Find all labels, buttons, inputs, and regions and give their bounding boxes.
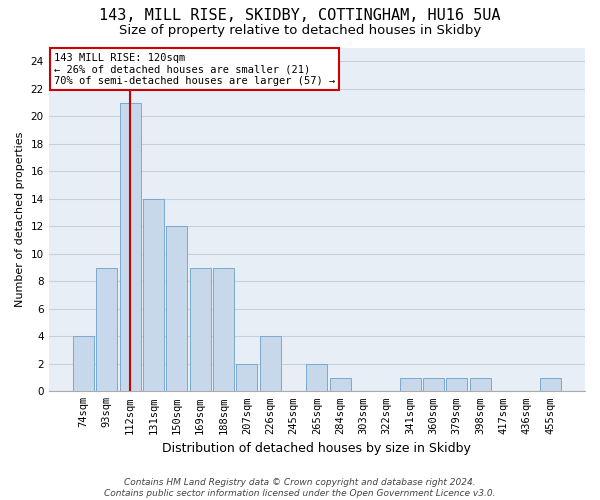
Bar (97, 268, 118, 392)
X-axis label: Distribution of detached houses by size in Skidby: Distribution of detached houses by size … (163, 442, 471, 455)
Text: 143, MILL RISE, SKIDBY, COTTINGHAM, HU16 5UA: 143, MILL RISE, SKIDBY, COTTINGHAM, HU16… (99, 8, 501, 22)
Bar (539, 378, 560, 392)
Bar (260, 336, 281, 392)
Bar (329, 378, 350, 392)
Bar (446, 378, 467, 392)
Bar (236, 364, 257, 392)
Bar (307, 364, 328, 392)
Bar (143, 199, 164, 392)
Bar (190, 268, 211, 392)
Y-axis label: Number of detached properties: Number of detached properties (15, 132, 25, 307)
Bar (166, 226, 187, 392)
Bar (73, 336, 94, 392)
Bar (470, 378, 491, 392)
Text: 143 MILL RISE: 120sqm
← 26% of detached houses are smaller (21)
70% of semi-deta: 143 MILL RISE: 120sqm ← 26% of detached … (54, 52, 335, 86)
Bar (120, 102, 140, 392)
Bar (400, 378, 421, 392)
Text: Contains HM Land Registry data © Crown copyright and database right 2024.
Contai: Contains HM Land Registry data © Crown c… (104, 478, 496, 498)
Text: Size of property relative to detached houses in Skidby: Size of property relative to detached ho… (119, 24, 481, 37)
Bar (423, 378, 444, 392)
Bar (213, 268, 234, 392)
